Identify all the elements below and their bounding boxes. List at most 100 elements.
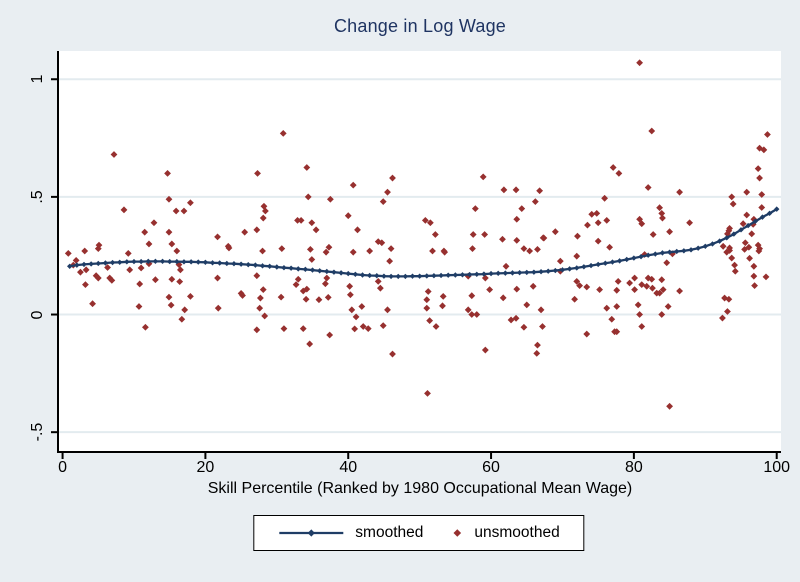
unsmoothed-point [376, 284, 384, 292]
unsmoothed-point [429, 247, 436, 255]
legend-label-smoothed: smoothed [355, 524, 424, 541]
unsmoothed-point [278, 245, 286, 253]
unsmoothed-point [72, 257, 80, 264]
unsmoothed-point [529, 282, 537, 290]
unsmoothed-point [441, 248, 449, 256]
unsmoothed-point [303, 285, 311, 293]
unsmoothed-point [638, 323, 646, 330]
unsmoothed-point [424, 389, 431, 397]
smoothed-point [81, 261, 87, 268]
unsmoothed-point [719, 314, 726, 322]
unsmoothed-point [303, 164, 311, 171]
smoothed-point [566, 266, 573, 272]
unsmoothed-point [664, 303, 672, 310]
unsmoothed-point [225, 244, 233, 252]
unsmoothed-point [750, 215, 758, 223]
unsmoothed-point [256, 304, 264, 312]
unsmoothed-point [165, 293, 173, 301]
smoothed-line-icon [279, 529, 344, 537]
unsmoothed-point [556, 257, 564, 265]
unsmoothed-point [95, 241, 103, 249]
unsmoothed-point [349, 248, 357, 256]
unsmoothed-point [181, 306, 189, 314]
unsmoothed-point [439, 302, 446, 310]
smoothed-point [674, 248, 680, 255]
unsmoothed-point [259, 247, 266, 255]
unsmoothed-point [731, 261, 738, 269]
smoothed-point [466, 271, 473, 278]
smoothed-point [631, 255, 637, 261]
unsmoothed-point [656, 204, 663, 212]
unsmoothed-point [253, 272, 261, 280]
smoothed-point [366, 272, 373, 279]
smoothed-point [181, 259, 187, 265]
unsmoothed-point [606, 243, 614, 251]
smoothed-point [424, 273, 430, 279]
unsmoothed-point [481, 231, 489, 238]
smoothed-point [502, 270, 509, 276]
unsmoothed-point [253, 326, 261, 334]
unsmoothed-point [533, 349, 541, 357]
unsmoothed-point [666, 402, 673, 410]
smoothed-point [338, 270, 344, 276]
unsmoothed-point [344, 212, 352, 220]
smoothed-point [302, 266, 309, 273]
smoothed-point [452, 272, 459, 278]
smoothed-point [716, 238, 723, 244]
unsmoothed-point [374, 277, 382, 285]
x-tick-label-100: 100 [763, 459, 791, 476]
unsmoothed-point [120, 206, 128, 214]
smoothed-point [581, 264, 587, 270]
unsmoothed-point [214, 304, 222, 312]
unsmoothed-point [648, 275, 656, 283]
unsmoothed-point [534, 341, 541, 349]
smoothed-point [159, 258, 166, 265]
unsmoothed-point [180, 207, 188, 215]
smoothed-point [495, 270, 501, 277]
unsmoothed-point [750, 272, 758, 280]
unsmoothed-point [523, 301, 531, 309]
x-tick-label-60: 60 [482, 459, 500, 476]
x-tick-label-20: 20 [196, 459, 215, 476]
smoothed-point [316, 268, 323, 274]
unsmoothed-point [513, 215, 521, 223]
smoothed-point [602, 260, 609, 266]
unsmoothed-point [583, 283, 591, 291]
smoothed-point [645, 252, 651, 258]
smoothed-point [388, 273, 394, 280]
unsmoothed-point [256, 294, 264, 302]
unsmoothed-point [499, 235, 506, 243]
smoothed-point [188, 259, 194, 265]
unsmoothed-point [593, 209, 601, 217]
unsmoothed-point [471, 205, 479, 213]
unsmoothed-point [366, 247, 374, 255]
unsmoothed-point [469, 245, 476, 253]
smoothed-point [666, 249, 673, 255]
unsmoothed-point [384, 306, 391, 314]
unsmoothed-point [609, 164, 617, 171]
unsmoothed-point [82, 266, 90, 274]
smoothed-point [202, 259, 209, 265]
unsmoothed-point [613, 286, 621, 294]
unsmoothed-point [306, 340, 314, 348]
unsmoothed-point [756, 174, 763, 182]
unsmoothed-point [631, 274, 639, 282]
unsmoothed-point [658, 209, 666, 217]
unsmoothed-point [513, 285, 521, 293]
unsmoothed-point [596, 286, 604, 293]
unsmoothed-point [359, 323, 367, 330]
unsmoothed-point [322, 248, 330, 256]
smoothed-point [552, 267, 559, 274]
unsmoothed-point [277, 293, 285, 301]
smoothed-point [659, 250, 666, 256]
unsmoothed-point [389, 350, 396, 358]
smoothed-point [766, 210, 773, 217]
unsmoothed-point [304, 193, 312, 201]
smoothed-point [209, 260, 216, 266]
unsmoothed-point [760, 146, 768, 154]
unsmoothed-point [686, 219, 693, 227]
smoothed-point [195, 259, 201, 265]
unsmoothed-point [648, 127, 656, 135]
unsmoothed-point [150, 219, 158, 227]
unsmoothed-point [584, 221, 591, 229]
